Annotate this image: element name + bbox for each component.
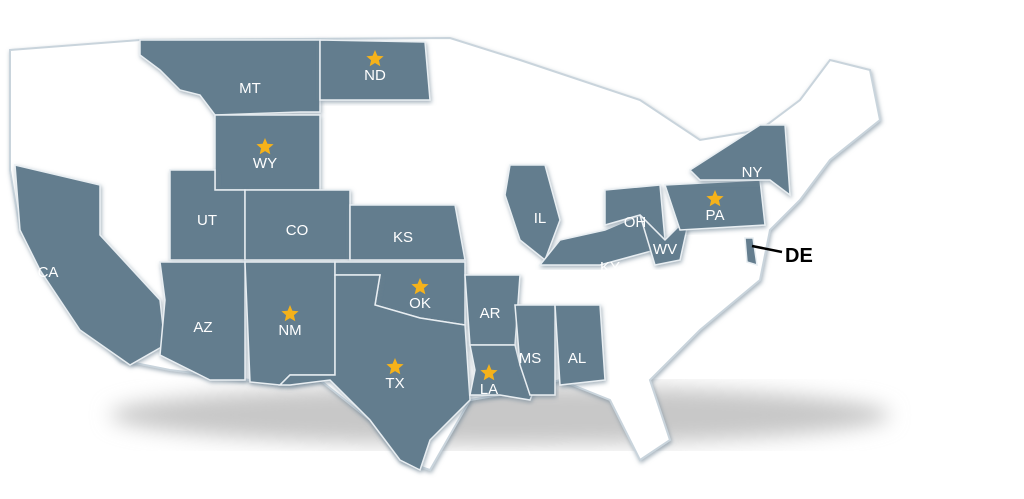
state-label-MT: MT (239, 80, 261, 97)
state-NY[interactable] (688, 124, 791, 197)
state-label-KS: KS (393, 229, 413, 246)
state-label-WV: WV (653, 241, 677, 258)
state-label-NM: NM (278, 322, 301, 339)
state-PA[interactable] (663, 179, 766, 231)
state-ND[interactable] (319, 39, 431, 101)
state-AL[interactable] (554, 304, 606, 386)
star-icon (281, 305, 299, 322)
star-icon (386, 358, 404, 375)
state-TX[interactable] (278, 274, 471, 472)
star-icon (706, 190, 724, 207)
map-shadow (110, 385, 890, 445)
state-label-OK: OK (409, 295, 431, 312)
callout-line (751, 244, 783, 254)
state-WV[interactable] (639, 212, 692, 266)
state-DE[interactable] (744, 237, 758, 267)
state-label-MS: MS (519, 350, 542, 367)
state-label-AZ: AZ (193, 319, 212, 336)
state-CA[interactable] (14, 164, 166, 366)
state-LA[interactable] (469, 344, 541, 401)
star-icon (480, 364, 498, 381)
state-label-TX: TX (385, 375, 404, 392)
state-label-AR: AR (480, 305, 501, 322)
state-label-KY: KY (600, 259, 620, 276)
state-label-UT: UT (197, 212, 217, 229)
state-label-IL: IL (534, 210, 547, 227)
state-label-CA: CA (38, 264, 59, 281)
star-icon (411, 278, 429, 295)
star-icon (366, 50, 384, 67)
star-icon (256, 138, 274, 155)
state-label-WY: WY (253, 155, 277, 172)
state-label-PA: PA (706, 207, 725, 224)
callout-label-DE: DE (785, 245, 813, 267)
state-label-LA: LA (480, 381, 498, 398)
state-label-ND: ND (364, 67, 386, 84)
state-label-CO: CO (286, 222, 309, 239)
state-KS[interactable] (349, 204, 466, 261)
state-label-AL: AL (568, 350, 586, 367)
state-label-OH: OH (624, 214, 647, 231)
state-MS[interactable] (514, 304, 556, 396)
state-label-NY: NY (742, 164, 763, 181)
